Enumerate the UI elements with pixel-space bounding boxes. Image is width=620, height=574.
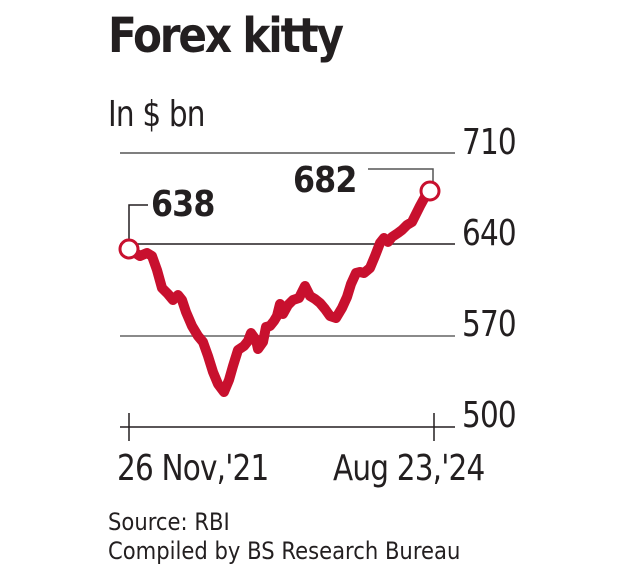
callout-leader-start — [128, 204, 148, 240]
chart-title: Forex kitty — [108, 8, 344, 64]
y-tick-710: 710 — [462, 122, 517, 163]
unit-label: In $ bn — [108, 94, 206, 135]
x-label-end: Aug 23,'24 — [333, 448, 485, 489]
end-point-marker — [419, 180, 441, 202]
credit-note: Compiled by BS Research Bureau — [108, 537, 461, 565]
callout-leader-end — [368, 168, 434, 182]
callout-start-value: 638 — [151, 184, 215, 225]
y-tick-570: 570 — [462, 304, 517, 345]
source-note: Source: RBI — [108, 508, 230, 536]
y-tick-640: 640 — [462, 213, 517, 254]
forex-reserves-line — [124, 190, 431, 397]
x-label-start: 26 Nov,'21 — [117, 448, 269, 489]
y-tick-500: 500 — [462, 395, 517, 436]
callout-end-value: 682 — [293, 160, 357, 201]
start-point-marker — [118, 238, 140, 260]
